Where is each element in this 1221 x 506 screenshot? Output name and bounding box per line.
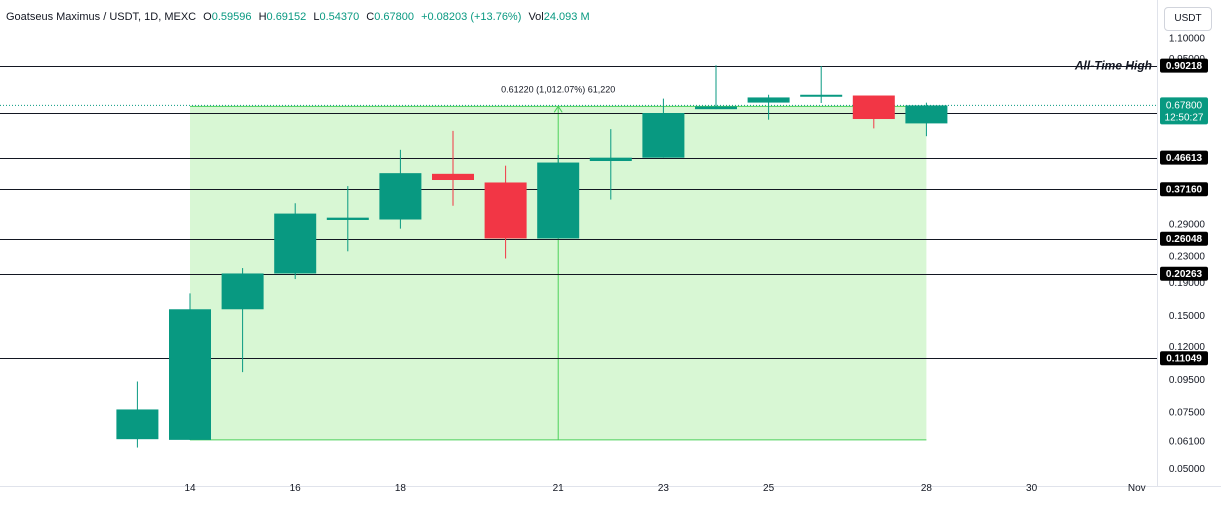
candle-body bbox=[852, 95, 895, 120]
legend-change: +0.08203 (+13.76%) bbox=[421, 11, 522, 23]
x-tick-label: 14 bbox=[184, 483, 196, 494]
x-tick-label: 30 bbox=[1026, 483, 1038, 494]
level-price-label: 0.37160 bbox=[1166, 185, 1203, 196]
candle-body bbox=[484, 182, 527, 239]
level-price-tag bbox=[1160, 231, 1208, 246]
candle-body bbox=[747, 97, 790, 103]
y-tick-label: 1.10000 bbox=[1169, 34, 1206, 45]
measure-arrow-head bbox=[553, 105, 563, 113]
candle-body bbox=[274, 213, 317, 274]
level-price-label: 0.26048 bbox=[1166, 234, 1203, 245]
currency-button[interactable]: USDT bbox=[1164, 7, 1212, 31]
level-price-tag bbox=[1160, 150, 1208, 165]
y-tick-label: 0.29000 bbox=[1169, 219, 1206, 230]
x-tick-label: 18 bbox=[395, 483, 407, 494]
y-tick-label: 0.09500 bbox=[1169, 375, 1206, 386]
level-price-label: 0.11049 bbox=[1166, 354, 1202, 365]
level-price-label: 0.20263 bbox=[1166, 269, 1203, 280]
measure-label: 0.61220 (1,012.07%) 61,220 bbox=[501, 84, 615, 94]
legend-close: 0.67800 bbox=[374, 11, 415, 23]
candle-body bbox=[695, 106, 737, 110]
y-tick-label: 0.07500 bbox=[1169, 408, 1206, 419]
level-price-tag bbox=[1160, 182, 1208, 197]
current-price-label: 0.67800 bbox=[1166, 100, 1203, 111]
level-price-tag bbox=[1160, 266, 1208, 281]
candle-body bbox=[326, 217, 369, 220]
candle-body bbox=[537, 162, 580, 239]
legend-high-label: H bbox=[258, 11, 267, 23]
y-tick-label: 0.05000 bbox=[1169, 464, 1206, 475]
candle-body bbox=[800, 94, 843, 97]
countdown-label: 12:50:27 bbox=[1165, 112, 1204, 123]
x-tick-label: 16 bbox=[290, 483, 302, 494]
legend-volume-label: Vol bbox=[528, 11, 544, 23]
x-tick-label: 23 bbox=[658, 483, 670, 494]
legend-low: 0.54370 bbox=[319, 11, 360, 23]
candle-body bbox=[642, 113, 685, 158]
y-tick-label: 0.19000 bbox=[1169, 278, 1206, 289]
level-price-tag bbox=[1160, 351, 1208, 366]
legend-high: 0.69152 bbox=[266, 11, 307, 23]
candle-body bbox=[589, 157, 632, 162]
y-tick-label: 0.12000 bbox=[1169, 342, 1206, 353]
candle-body bbox=[169, 309, 211, 440]
level-price-label: 0.90218 bbox=[1166, 61, 1203, 72]
legend-open: 0.59596 bbox=[211, 11, 252, 23]
candle-body bbox=[221, 273, 264, 310]
x-tick-label: 25 bbox=[763, 483, 775, 494]
x-tick-label: Nov bbox=[1128, 483, 1146, 494]
candle-body bbox=[116, 409, 159, 440]
candle-body bbox=[379, 173, 422, 220]
y-tick-label: 0.15000 bbox=[1169, 311, 1206, 322]
legend-close-label: C bbox=[366, 11, 375, 23]
chart-legend: Goatseus Maximus / USDT, 1D, MEXC O0.595… bbox=[6, 11, 590, 23]
x-tick-label: 28 bbox=[921, 483, 933, 494]
legend-low-label: L bbox=[313, 11, 320, 23]
x-tick-label: 21 bbox=[553, 483, 565, 494]
legend-open-label: O bbox=[203, 11, 212, 23]
y-tick-label: 0.23000 bbox=[1169, 252, 1206, 263]
y-tick-label: 0.06100 bbox=[1169, 437, 1206, 448]
level-price-label: 0.46613 bbox=[1166, 153, 1203, 164]
all-time-high-annotation: All-Time High bbox=[1074, 59, 1152, 73]
legend-volume: 24.093 M bbox=[543, 11, 590, 23]
current-price-tag bbox=[1160, 97, 1208, 125]
candle-body bbox=[432, 173, 474, 181]
legend-symbol: Goatseus Maximus / USDT, 1D, MEXC bbox=[6, 11, 197, 23]
candle-body bbox=[905, 105, 948, 124]
level-price-tag bbox=[1160, 58, 1208, 73]
